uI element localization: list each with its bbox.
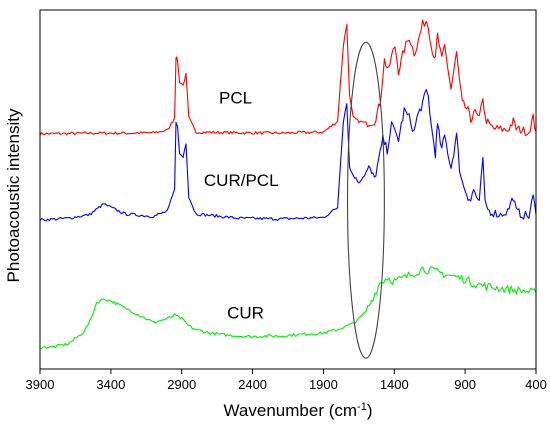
x-tick-label: 3400 — [96, 377, 125, 392]
x-tick-label: 1900 — [309, 377, 338, 392]
series-layer — [39, 19, 537, 350]
series-label-pcl: PCL — [219, 88, 252, 107]
y-axis-title: Photoacoustic intensity — [4, 108, 23, 282]
highlight-ellipse — [346, 41, 385, 359]
series-label-cur-pcl: CUR/PCL — [204, 171, 279, 190]
labels-layer: Wavenumber (cm-1) Photoacoustic intensity… — [4, 88, 372, 420]
x-tick-label: 2400 — [238, 377, 267, 392]
annotation-layer — [346, 41, 385, 359]
x-axis-title: Wavenumber (cm-1) — [224, 401, 373, 420]
series-label-cur: CUR — [227, 304, 264, 323]
x-tick-label: 900 — [454, 377, 476, 392]
axes-layer: 3900 3400 2900 2400 1900 1400 900 400 — [26, 9, 547, 392]
series-line-cur-pcl — [39, 89, 537, 222]
series-line-cur — [39, 266, 537, 350]
x-tick-label: 400 — [525, 377, 547, 392]
x-tick-label: 1400 — [380, 377, 409, 392]
plot-frame — [39, 9, 537, 370]
x-tick-label: 2900 — [167, 377, 196, 392]
x-tick-label: 3900 — [26, 377, 55, 392]
series-line-pcl — [39, 19, 537, 137]
